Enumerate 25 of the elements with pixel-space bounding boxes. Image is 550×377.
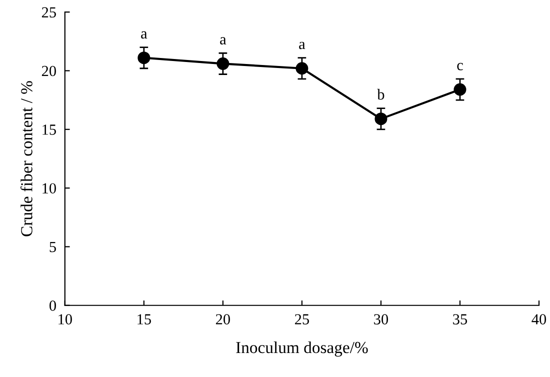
annotation: a: [299, 42, 306, 50]
y-tick-label: 15: [42, 124, 56, 135]
y-axis-title: Crude fiber content / %: [20, 81, 32, 236]
x-tick-label: 35: [453, 314, 468, 324]
annotation: b: [377, 88, 384, 100]
point: [216, 57, 230, 70]
y-tick-label: 10: [42, 183, 56, 194]
x-tick-label: 30: [374, 314, 388, 324]
point: [374, 112, 388, 126]
point: [454, 83, 466, 96]
x-tick-label: 20: [216, 314, 230, 324]
annotation: a: [220, 37, 226, 44]
y-tick-label: 5: [50, 242, 56, 252]
y-tick-label: 25: [42, 7, 56, 18]
x-axis-title: Inoculum dosage/%: [236, 341, 368, 357]
x-tick-label: 10: [58, 314, 72, 324]
x-tick-label: 15: [138, 314, 151, 324]
annotation: a: [141, 31, 148, 39]
x-tick-label: 40: [532, 314, 546, 324]
annotation: c: [457, 62, 463, 70]
y-tick-label: 20: [42, 66, 56, 76]
x-tick-label: 25: [294, 314, 309, 324]
point: [138, 52, 150, 64]
point: [296, 62, 308, 75]
y-tick-label: 0: [50, 300, 56, 311]
